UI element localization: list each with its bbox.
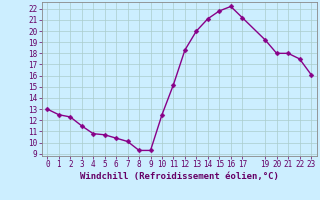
X-axis label: Windchill (Refroidissement éolien,°C): Windchill (Refroidissement éolien,°C) <box>80 172 279 181</box>
